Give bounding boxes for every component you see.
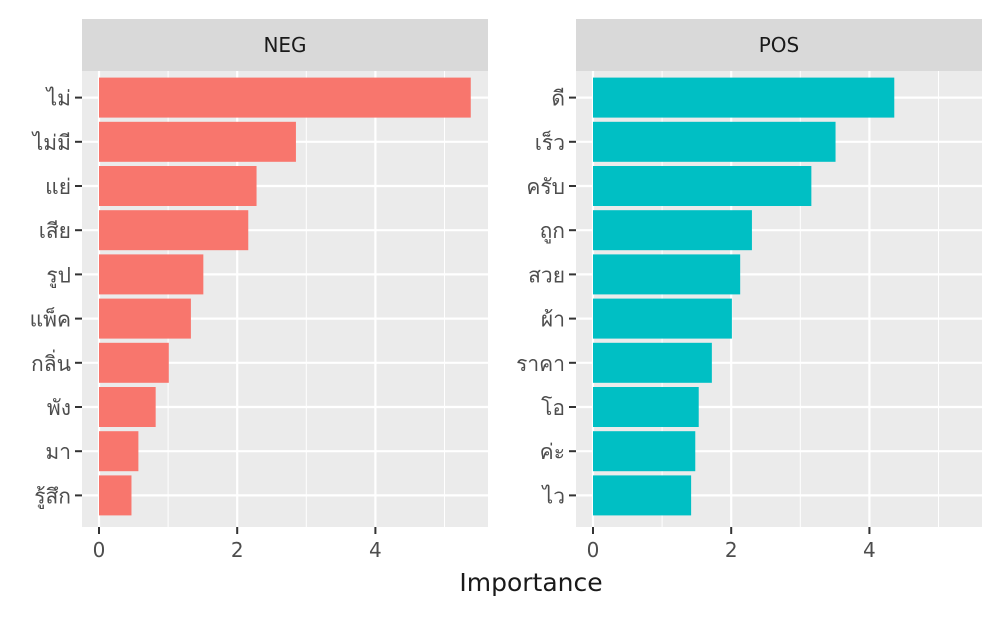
y-tick-label: ดี — [551, 87, 565, 111]
x-tick-label: 0 — [587, 538, 600, 562]
y-tick-label: ไม่ — [45, 87, 71, 111]
bar — [593, 342, 712, 383]
x-tick-label: 2 — [725, 538, 738, 562]
facet-strip — [82, 19, 488, 71]
x-tick-label: 0 — [93, 538, 106, 562]
bar — [99, 254, 204, 295]
y-tick-label: ไม่มี — [31, 131, 71, 155]
bar — [99, 77, 471, 118]
y-tick-label: แย่ — [45, 175, 71, 199]
y-tick-label: สวย — [528, 263, 565, 287]
bar — [99, 298, 191, 339]
bar — [593, 166, 812, 206]
bar — [99, 121, 296, 162]
y-tick-label: ครับ — [526, 175, 565, 199]
x-tick-label: 4 — [863, 538, 876, 562]
y-tick-label: ผ้า — [541, 308, 565, 332]
facet-strip-label: NEG — [263, 33, 306, 57]
bar — [99, 475, 132, 516]
panel-neg: NEG ไม่ไม่มีแย่เสียรูปแพ็คกลิ่นพังมารู้สึ… — [30, 19, 488, 562]
y-tick-label: แพ็ค — [30, 306, 71, 332]
facet-strip — [576, 19, 982, 71]
facet-strip-label: POS — [759, 33, 800, 57]
bar — [99, 431, 139, 472]
bar — [593, 77, 895, 118]
y-tick-label: พัง — [47, 396, 71, 420]
y-tick-label: ราคา — [516, 352, 565, 376]
x-axis-title: Importance — [459, 568, 602, 597]
bar — [593, 387, 699, 427]
bar — [99, 166, 257, 206]
bar — [593, 210, 752, 251]
y-tick-label: รูป — [46, 263, 71, 288]
y-tick-label: ไว — [541, 484, 565, 508]
bar — [593, 298, 732, 339]
bar — [593, 121, 836, 162]
bar — [593, 254, 741, 295]
y-tick-label: ค่ะ — [540, 440, 565, 464]
y-tick-label: กลิ่น — [31, 349, 71, 376]
x-tick-label: 2 — [231, 538, 244, 562]
y-tick-label: เร็ว — [535, 129, 565, 155]
bar — [99, 342, 169, 383]
y-tick-label: โอ — [541, 396, 565, 420]
x-tick-label: 4 — [369, 538, 382, 562]
bar — [99, 210, 249, 251]
bar — [99, 387, 156, 427]
bar — [593, 431, 696, 472]
y-tick-label: รู้สึก — [34, 484, 71, 509]
y-tick-label: เสีย — [39, 219, 71, 243]
y-tick-label: ถูก — [540, 219, 565, 244]
bar — [593, 475, 692, 516]
y-tick-label: มา — [45, 440, 71, 464]
